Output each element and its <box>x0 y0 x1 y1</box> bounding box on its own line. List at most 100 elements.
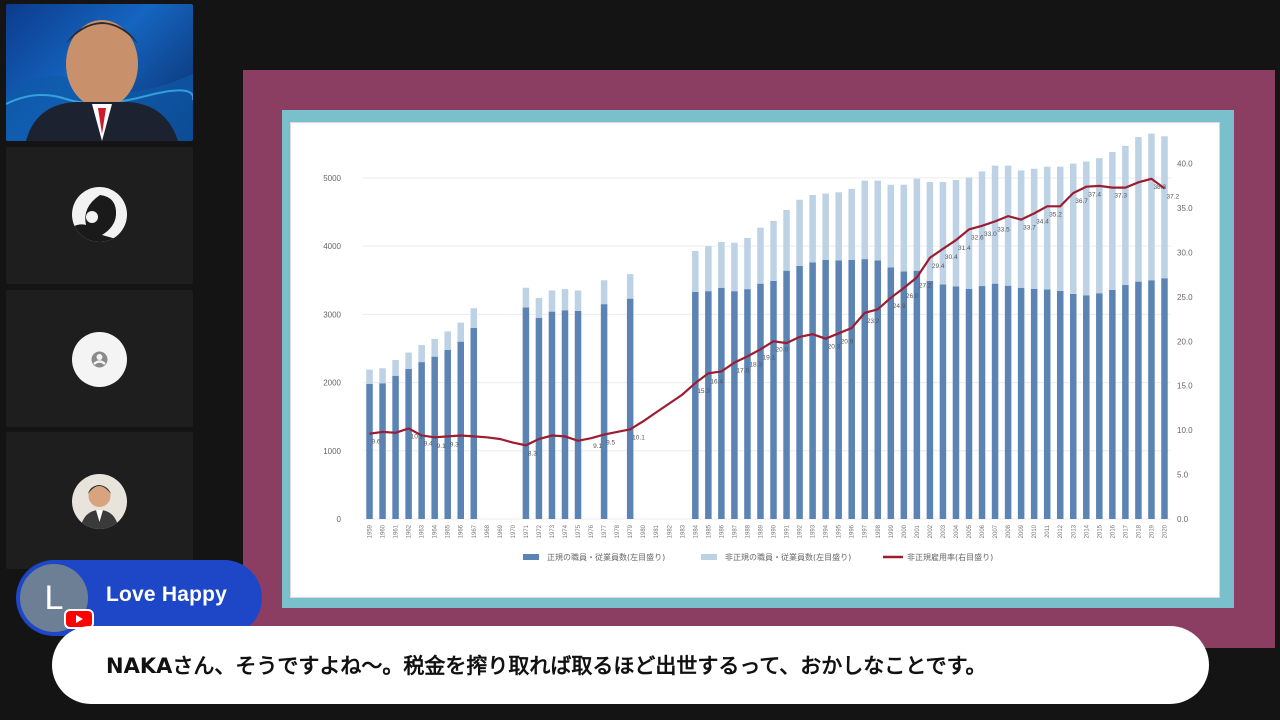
bar-nonregular <box>418 345 425 363</box>
x-tick-label: 1990 <box>772 524 778 538</box>
host-video-tile[interactable] <box>6 4 193 141</box>
bar-regular <box>405 368 412 519</box>
bar-nonregular <box>600 280 608 305</box>
x-tick-label: 2018 <box>1136 524 1142 538</box>
bar-regular <box>926 280 934 519</box>
bar-regular <box>796 265 803 519</box>
bar-regular <box>1070 293 1077 519</box>
bar-nonregular <box>900 184 908 272</box>
participant-tile-3[interactable] <box>6 290 193 427</box>
bar-regular <box>861 259 868 519</box>
x-tick-label: 1975 <box>576 524 582 538</box>
bar-regular <box>757 283 764 519</box>
x-tick-label: 2003 <box>941 524 947 538</box>
bar-regular <box>1056 290 1064 519</box>
bar-nonregular <box>392 360 399 376</box>
bar-nonregular <box>1004 165 1012 286</box>
bar-regular <box>522 307 530 519</box>
comment-caption-box <box>52 626 1209 704</box>
x-tick-label: 1965 <box>446 524 452 538</box>
x-tick-label: 1997 <box>863 524 869 538</box>
bar-regular <box>1004 285 1012 519</box>
bar-regular <box>366 383 373 519</box>
x-tick-label: 1981 <box>654 524 660 538</box>
bar-nonregular <box>770 220 777 281</box>
bar-nonregular <box>731 242 738 292</box>
participant-tile-4[interactable] <box>6 432 193 569</box>
bar-regular <box>965 288 973 519</box>
x-tick-label: 1988 <box>745 524 751 538</box>
x-tick-label: 1998 <box>876 524 882 538</box>
left-tick-label: 0 <box>337 515 342 524</box>
right-tick-label: 35.0 <box>1177 204 1193 213</box>
bar-regular <box>978 286 986 519</box>
participant-tile-2[interactable] <box>6 147 193 284</box>
bar-regular <box>848 259 855 519</box>
rate-data-label: 17.6 <box>736 368 749 375</box>
x-tick-label: 1961 <box>394 524 400 538</box>
rate-data-label: 32.6 <box>971 234 984 241</box>
bar-regular <box>1096 293 1103 519</box>
x-tick-label: 1972 <box>537 524 543 538</box>
bar-regular <box>783 270 790 519</box>
bar-nonregular <box>744 237 751 290</box>
bar-nonregular <box>692 250 699 292</box>
bar-nonregular <box>1148 133 1155 281</box>
x-tick-label: 1987 <box>732 524 738 538</box>
x-tick-label: 2004 <box>954 524 960 538</box>
bar-nonregular <box>1070 163 1077 294</box>
x-tick-label: 1999 <box>889 524 895 538</box>
x-tick-label: 1979 <box>628 524 634 538</box>
x-tick-label: 1974 <box>563 524 569 538</box>
bar-nonregular <box>522 287 530 308</box>
x-tick-label: 2014 <box>1084 524 1090 538</box>
x-tick-label: 1992 <box>798 524 804 538</box>
rate-data-label: 9.1 <box>593 443 602 450</box>
bar-nonregular <box>796 199 803 266</box>
rate-data-label: 8.3 <box>528 450 537 457</box>
x-tick-label: 2009 <box>1019 524 1025 538</box>
x-tick-label: 2001 <box>915 524 921 538</box>
bar-regular <box>770 280 777 519</box>
bar-regular <box>718 287 725 519</box>
x-tick-label: 2016 <box>1110 524 1116 538</box>
bar-nonregular <box>1096 158 1103 294</box>
x-tick-label: 2019 <box>1149 524 1155 538</box>
rate-data-label: 33.0 <box>984 231 997 238</box>
rate-data-label: 9.1 <box>437 443 446 450</box>
left-tick-label: 3000 <box>323 310 341 319</box>
bar-regular <box>418 362 425 519</box>
rate-data-label: 10.2 <box>411 433 424 440</box>
employment-chart: 0 1000 2000 3000 4000 5000 0.0 5.0 10.0 15.0 20.0 2… <box>323 133 1193 562</box>
x-tick-label: 1983 <box>680 524 686 538</box>
right-tick-label: 20.0 <box>1177 337 1193 346</box>
bar-regular <box>561 310 569 519</box>
x-tick-label: 2012 <box>1058 524 1064 538</box>
x-tick-label: 2007 <box>993 524 999 538</box>
bar-regular <box>548 311 556 519</box>
bar-nonregular <box>783 209 790 271</box>
legend-label: 非正規雇用率(右目盛り) <box>907 552 993 562</box>
bar-regular <box>939 284 947 519</box>
x-tick-label: 1989 <box>758 524 764 538</box>
bar-nonregular <box>1161 136 1168 279</box>
x-tick-label: 1959 <box>368 524 374 538</box>
bar-nonregular <box>757 227 764 284</box>
x-tick-label: 1963 <box>420 524 426 538</box>
bar-nonregular <box>379 368 386 384</box>
bar-regular <box>835 260 842 519</box>
rate-data-label: 26.0 <box>906 293 919 300</box>
x-tick-label: 2017 <box>1123 524 1129 538</box>
left-tick-label: 2000 <box>323 379 341 388</box>
x-tick-label: 1985 <box>706 524 712 538</box>
bar-regular <box>457 341 464 519</box>
bar-regular <box>991 283 999 519</box>
bar-regular <box>1083 295 1090 519</box>
bar-regular <box>392 375 399 519</box>
x-tick-label: 2013 <box>1071 524 1077 538</box>
rate-data-label: 10.1 <box>632 434 645 441</box>
x-tick-label: 2005 <box>967 524 973 538</box>
rate-data-label: 27.2 <box>919 282 932 289</box>
x-tick-label: 1971 <box>524 524 530 538</box>
x-tick-label: 1970 <box>511 524 517 538</box>
